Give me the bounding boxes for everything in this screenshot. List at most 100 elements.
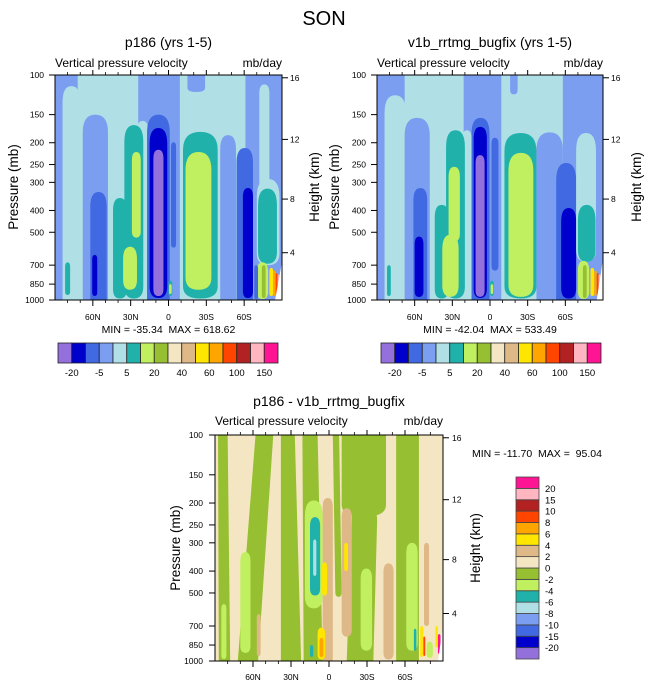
y-tick-label: 1000 (184, 656, 203, 666)
colorbar-label: -10 (545, 620, 559, 631)
colorbar-label: -20 (545, 643, 559, 654)
colorbar-box (463, 342, 478, 364)
y-tick-label: 100 (352, 70, 366, 80)
colorbar-box (515, 510, 540, 523)
contour-region (240, 552, 251, 653)
contour-region (273, 270, 276, 297)
colorbar-box (263, 342, 279, 364)
colorbar-label: 20 (472, 368, 483, 379)
colorbar-label: -15 (545, 632, 559, 643)
contour-field (215, 435, 443, 661)
contour-region (92, 254, 98, 297)
contour-region (221, 604, 227, 660)
y2-tick-label: 8 (290, 194, 295, 204)
y-tick-label: 1000 (25, 295, 44, 305)
y2-axis-label: Height (km) (307, 152, 322, 222)
axes: 60N 30N 0 30S 60S 100 150 200 250 300 400 500 700 850… (25, 70, 300, 322)
colorbar-box (57, 342, 73, 364)
contour-region (387, 265, 391, 297)
contour-region (65, 262, 71, 295)
x-tick-label: 60N (245, 672, 261, 682)
contour-region (383, 563, 394, 660)
x-tick-label: 60N (85, 312, 101, 322)
left-string: Vertical pressure velocity (215, 414, 348, 428)
panel-v1b-rrtmg-bugfix: v1b_rrtmg_bugfix (yrs 1-5) Vertical pres… (327, 34, 644, 379)
missing-data-area (437, 625, 443, 661)
colorbar-box (586, 342, 602, 364)
y-tick-label: 1000 (347, 295, 366, 305)
y-tick-label: 400 (352, 205, 366, 215)
contour-region (490, 284, 494, 294)
y2-tick-label: 4 (452, 609, 457, 619)
colorbar-box (515, 578, 540, 592)
contour-region (475, 155, 485, 297)
y2-tick-label: 8 (452, 555, 457, 565)
contour-region (413, 628, 417, 651)
y2-tick-label: 12 (452, 495, 462, 505)
colorbar-box (153, 342, 169, 364)
colorbar-label: 150 (579, 368, 595, 379)
x-tick-label: 0 (488, 312, 493, 322)
units-string: mb/day (243, 56, 282, 70)
contour-region (448, 166, 460, 242)
colorbar-box (250, 342, 265, 364)
colorbar-box (545, 342, 561, 364)
contour-region (582, 265, 587, 299)
colorbar: -20 -5 5 20 40 60 100 150 (380, 342, 602, 379)
contour-region (332, 435, 342, 597)
colorbar-box (222, 342, 238, 364)
colorbar-box (515, 601, 540, 614)
colorbar-label: 40 (499, 368, 510, 379)
contour-region (280, 435, 302, 661)
colorbar: -20 -5 5 20 40 60 100 150 (57, 342, 279, 379)
y-tick-label: 300 (30, 177, 44, 187)
colorbar-box (515, 624, 540, 637)
y-axis-label: Pressure (mb) (327, 144, 342, 230)
contour-field (377, 75, 603, 300)
panel-title: v1b_rrtmg_bugfix (yrs 1-5) (408, 34, 572, 50)
colorbar-box (408, 342, 423, 364)
contour-region (171, 142, 177, 248)
colorbar-box (515, 476, 540, 489)
colorbar-box (504, 342, 519, 364)
left-string: Vertical pressure velocity (377, 56, 510, 70)
panel-title: p186 - v1b_rrtmg_bugfix (253, 393, 405, 409)
y-tick-label: 100 (189, 430, 203, 440)
colorbar-label: 15 (545, 495, 556, 506)
contour-region (341, 508, 352, 637)
contour-region (131, 152, 141, 238)
contour-region (62, 86, 81, 300)
contour-region (406, 542, 418, 651)
contour-region (491, 137, 499, 271)
colorbar-box (449, 342, 464, 364)
colorbar-label: -6 (545, 598, 553, 609)
y2-tick-label: 16 (611, 73, 621, 83)
colorbar-box (515, 590, 540, 603)
colorbar-box (515, 544, 540, 558)
colorbar-box (181, 342, 196, 364)
colorbar-label: 150 (256, 368, 272, 379)
contour-region (259, 84, 270, 189)
colorbar-label: 40 (176, 368, 187, 379)
x-tick-label: 30N (123, 312, 139, 322)
colorbar-label: 5 (447, 368, 452, 379)
min-max-label: MIN = -11.70 MAX = 95.04 (472, 448, 602, 460)
contour-region (341, 435, 386, 517)
colorbar-label: -5 (95, 368, 103, 379)
contour-region (242, 188, 253, 299)
x-tick-label: 60S (237, 312, 252, 322)
y-tick-label: 250 (189, 520, 203, 530)
colorbar-box (515, 635, 540, 649)
contour-region (258, 188, 277, 264)
contour-region (344, 542, 348, 572)
y-tick-label: 250 (30, 160, 44, 170)
colorbar-box (515, 647, 540, 660)
axes: 60N 30N 0 30S 60S 100 150 200 250 300 400 500 700 850… (347, 70, 621, 322)
contour-region (442, 234, 459, 297)
contour-region (594, 270, 597, 297)
colorbar-box (140, 342, 155, 364)
colorbar-label: 5 (124, 368, 129, 379)
colorbar-label: 8 (545, 518, 550, 529)
contour-region (319, 637, 324, 657)
